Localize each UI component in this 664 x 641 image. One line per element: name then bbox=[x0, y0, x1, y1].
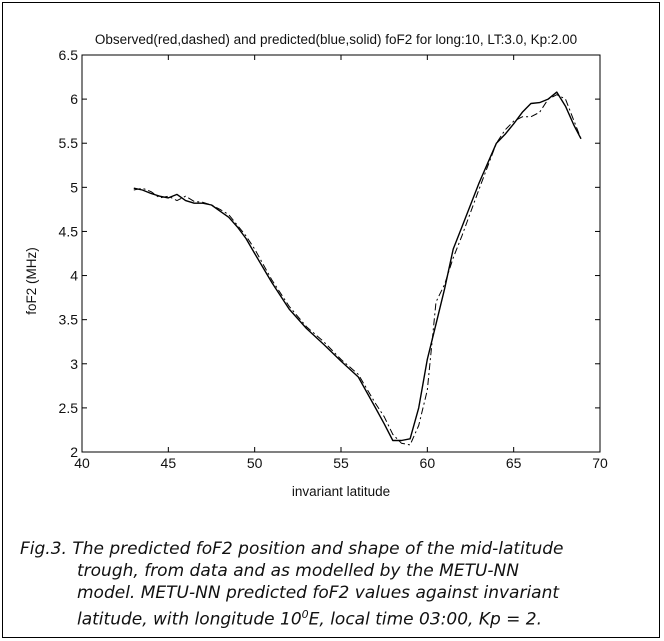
y-tick-label: 6.5 bbox=[59, 47, 79, 63]
plot-area bbox=[81, 54, 601, 453]
caption-line-2: trough, from data and as modelled by the… bbox=[77, 561, 519, 581]
caption-degree-sup: 0 bbox=[301, 608, 309, 621]
figure-caption: Fig.3. The predicted foF2 position and s… bbox=[14, 538, 650, 631]
x-axis-label: invariant latitude bbox=[292, 484, 390, 499]
caption-line-1-text: The predicted foF2 position and shape of… bbox=[72, 539, 564, 559]
y-tick-label: 6 bbox=[70, 91, 78, 107]
x-tick-label: 50 bbox=[247, 455, 263, 471]
caption-line-3: model. METU-NN predicted foF2 values aga… bbox=[77, 583, 560, 603]
chart-title: Observed(red,dashed) and predicted(blue,… bbox=[95, 32, 577, 47]
x-tick-label: 70 bbox=[592, 455, 608, 471]
x-tick-label: 40 bbox=[74, 455, 90, 471]
caption-line-4-start: latitude, with longitude 10 bbox=[77, 609, 302, 630]
series-line-observed bbox=[133, 94, 582, 446]
y-tick-label: 2.5 bbox=[59, 400, 79, 416]
caption-line-4-end: E, local time 03:00, Kp = 2. bbox=[308, 609, 543, 630]
caption-line-4: latitude, with longitude 100E, local tim… bbox=[14, 604, 650, 631]
series-line-predicted bbox=[133, 91, 582, 442]
y-tick-label: 4.5 bbox=[59, 223, 79, 239]
x-tick-label: 60 bbox=[420, 455, 436, 471]
y-tick-label: 2 bbox=[70, 444, 78, 460]
x-tick-label: 65 bbox=[506, 455, 522, 471]
x-tick-label: 45 bbox=[161, 455, 177, 471]
y-tick-label: 5 bbox=[70, 179, 78, 195]
y-tick-label: 3.5 bbox=[59, 312, 79, 328]
caption-line-1: Fig.3. The predicted foF2 position and s… bbox=[14, 538, 650, 560]
y-tick-label: 3 bbox=[70, 356, 78, 372]
y-tick-label: 4 bbox=[70, 268, 78, 284]
x-tick-label: 55 bbox=[333, 455, 349, 471]
chart: Observed(red,dashed) and predicted(blue,… bbox=[24, 32, 608, 499]
caption-prefix: Fig.3. bbox=[20, 539, 73, 559]
y-tick-label: 5.5 bbox=[59, 135, 79, 151]
y-axis-label: foF2 (MHz) bbox=[24, 247, 39, 315]
